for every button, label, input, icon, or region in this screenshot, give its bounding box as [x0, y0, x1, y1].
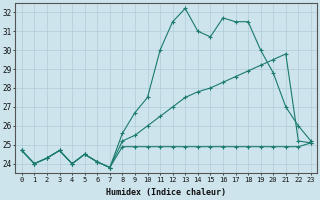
X-axis label: Humidex (Indice chaleur): Humidex (Indice chaleur)	[106, 188, 226, 197]
